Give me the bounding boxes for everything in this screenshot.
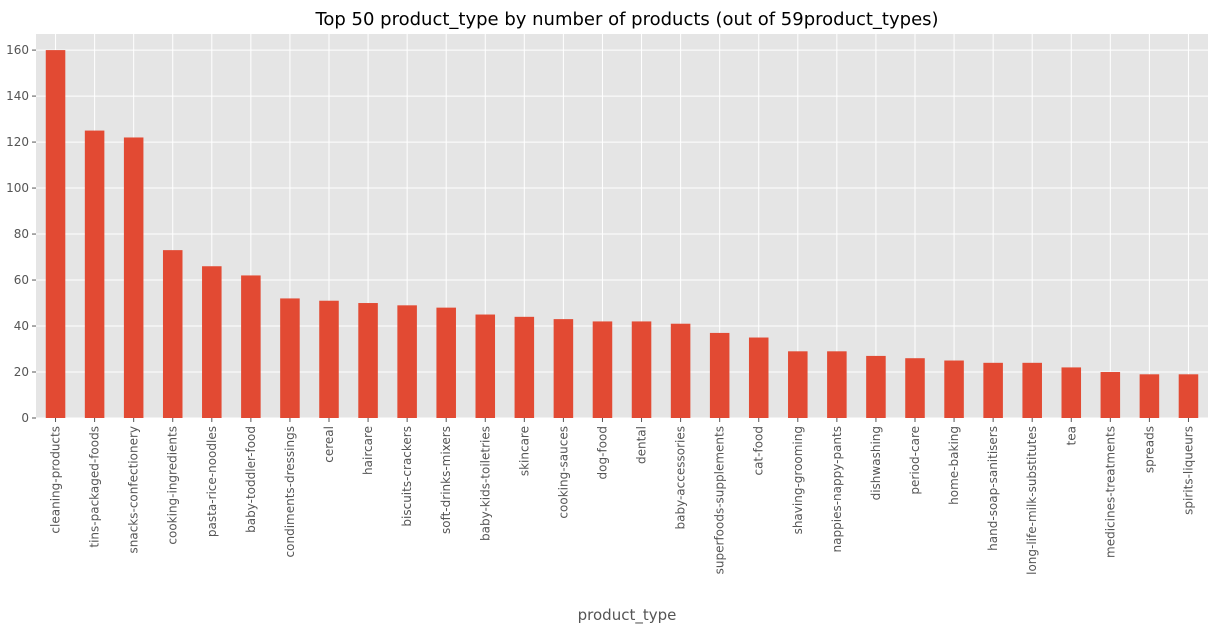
bar [475,314,496,418]
x-tick-label: spirits-liqueurs [1181,426,1195,515]
bar [1100,372,1121,418]
x-tick-label: cereal [322,426,336,463]
x-tick-label: baby-toddler-food [244,426,258,533]
bar [905,358,925,418]
y-tick-label: 120 [6,135,29,149]
y-tick-label: 40 [14,319,29,333]
y-tick-label: 80 [14,227,29,241]
bar [631,321,652,418]
bar [983,362,1003,418]
x-tick-label: spreads [1142,426,1156,473]
bar [1139,374,1160,418]
x-tick-label: medicines-treatments [1103,426,1117,558]
bar [241,275,261,418]
bar [1178,374,1199,418]
x-tick-label: skincare [517,426,531,476]
bar [827,351,847,418]
bar [358,303,378,418]
bar [45,50,66,418]
y-tick-label: 140 [6,89,29,103]
bar [280,298,300,418]
x-tick-label: dishwashing [869,426,883,500]
x-tick-label: pasta-rice-noodles [205,426,219,537]
bar [202,266,222,418]
x-tick-label: home-baking [947,426,961,505]
x-tick-label: dental [635,426,649,464]
x-tick-label: hand-soap-sanitisers [986,426,1000,551]
bar [84,130,105,419]
x-tick-label: biscuits-crackers [400,426,414,527]
bar [514,316,535,418]
y-tick-label: 160 [6,43,29,57]
bar [1022,362,1042,418]
y-tick-label: 100 [6,181,29,195]
x-tick-label: cat-food [752,426,766,476]
x-tick-label: cooking-sauces [556,426,570,519]
x-axis-label: product_type [578,606,677,625]
x-tick-label: baby-accessories [674,426,688,530]
bar [553,319,574,418]
bar [788,351,808,418]
bar [866,355,886,418]
bar [162,250,183,418]
plot-area [36,34,1208,418]
x-tick-label: condiments-dressings [283,426,297,557]
x-tick-label: baby-kids-toiletries [478,426,492,541]
x-tick-label: soft-drinks-mixers [439,426,453,534]
x-tick-label: tins-packaged-foods [88,426,102,548]
x-tick-label: cleaning-products [49,426,63,534]
bar [436,307,456,418]
bar [944,360,964,418]
x-tick-label: nappies-nappy-pants [830,426,844,552]
x-tick-label: superfoods-supplements [713,426,727,574]
bar [1061,367,1082,418]
x-tick-label: tea [1064,426,1078,445]
chart-title: Top 50 product_type by number of product… [314,9,938,30]
y-tick-label: 20 [14,365,29,379]
x-tick-label: snacks-confectionery [127,426,141,554]
x-axis: cleaning-products tins-packaged-foods snac… [49,418,1195,575]
x-tick-label: shaving-grooming [791,426,805,534]
y-axis: 0 20 40 60 80 100 120 140 160 [6,43,36,425]
x-tick-label: period-care [908,426,922,495]
y-tick-label: 0 [21,411,29,425]
y-tick-label: 60 [14,273,29,287]
x-tick-label: dog-food [595,426,609,479]
bar [748,337,769,418]
bar [319,300,339,418]
bar [670,323,691,418]
bar [123,137,144,418]
x-tick-label: cooking-ingredients [166,426,180,545]
bar [397,305,417,418]
bar [592,321,613,418]
bars [45,50,1199,419]
x-tick-label: haircare [361,426,375,475]
x-tick-label: long-life-milk-substitutes [1025,426,1039,575]
bar [709,332,730,418]
